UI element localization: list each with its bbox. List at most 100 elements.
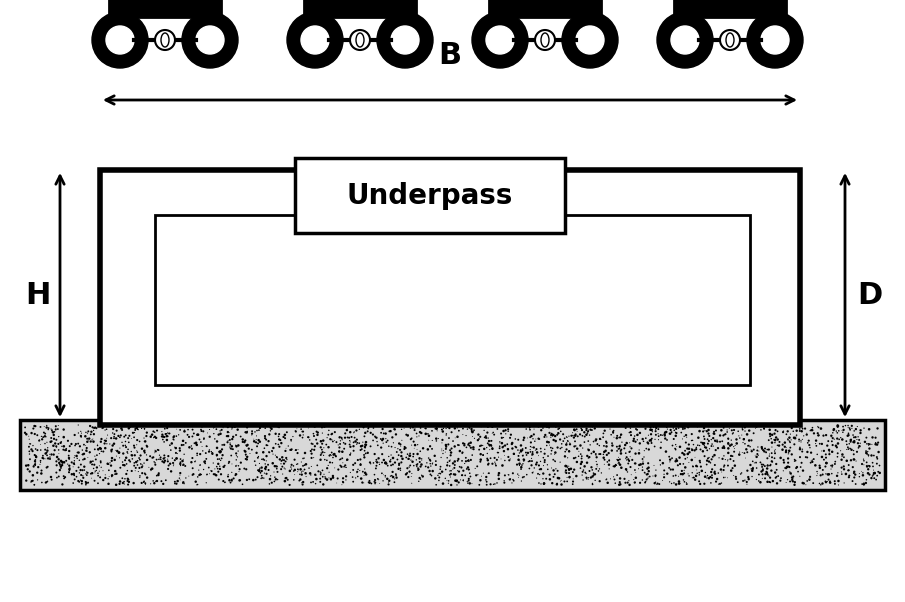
Point [612,480,626,489]
Point [610,433,624,443]
Point [408,440,423,450]
Point [857,423,872,433]
Point [847,467,862,477]
Point [765,430,779,439]
Point [462,476,476,485]
Point [562,472,576,482]
Point [137,436,151,446]
Point [510,470,525,479]
Point [412,465,426,474]
Point [575,421,589,431]
Point [379,437,394,447]
Point [577,437,592,447]
Point [62,464,77,473]
Point [808,461,823,470]
Point [774,473,788,483]
Point [735,423,749,433]
Point [481,438,495,448]
Point [485,459,500,468]
Point [596,453,611,462]
Point [259,465,273,474]
Point [357,464,372,474]
Point [632,445,646,455]
Point [756,470,770,479]
Point [553,458,567,467]
Point [722,423,737,433]
Point [242,474,256,484]
Point [406,437,421,447]
Point [156,479,170,489]
Point [176,461,190,470]
Point [669,428,683,438]
Point [669,456,683,466]
Point [425,458,440,468]
Point [730,477,745,487]
Point [405,469,419,479]
Point [26,424,41,433]
Point [762,449,776,459]
Point [436,424,451,433]
Point [167,432,181,442]
Point [121,423,136,433]
Point [859,448,873,458]
Point [576,467,590,477]
Point [325,458,339,468]
Point [132,473,147,482]
Point [319,475,334,485]
Point [203,432,217,441]
Point [562,432,576,441]
Point [157,458,171,467]
Point [457,459,472,468]
Point [581,444,595,454]
Point [835,450,850,459]
Point [763,429,777,439]
Point [411,459,425,469]
Point [728,461,742,470]
Point [684,436,699,445]
Ellipse shape [726,33,734,47]
Point [589,453,604,462]
Point [475,441,490,450]
Point [447,457,462,467]
Point [221,470,235,479]
Point [602,464,616,474]
Point [277,459,291,468]
Point [274,456,289,466]
Point [376,429,391,438]
Point [96,423,110,432]
Point [251,465,265,475]
Point [792,435,806,444]
Point [159,435,174,445]
Point [129,457,144,467]
Point [224,468,239,477]
Point [390,455,405,464]
Point [240,452,254,462]
Point [436,446,451,456]
Point [40,448,54,458]
Point [781,454,795,464]
Point [215,440,230,450]
Point [511,471,526,480]
Point [648,471,662,481]
Point [779,443,794,453]
Point [592,449,606,459]
Point [816,431,831,441]
Point [206,429,221,438]
Point [362,478,376,488]
Point [814,452,829,462]
Point [55,458,70,467]
Point [764,460,778,470]
Point [39,454,53,464]
Point [748,458,762,468]
Point [550,442,565,452]
Point [709,477,723,486]
Point [384,455,398,464]
Point [708,429,722,439]
Point [624,430,638,440]
Point [206,470,221,479]
Point [544,430,558,440]
Point [384,426,398,436]
Point [846,445,861,455]
Point [452,477,466,487]
Point [85,468,100,478]
